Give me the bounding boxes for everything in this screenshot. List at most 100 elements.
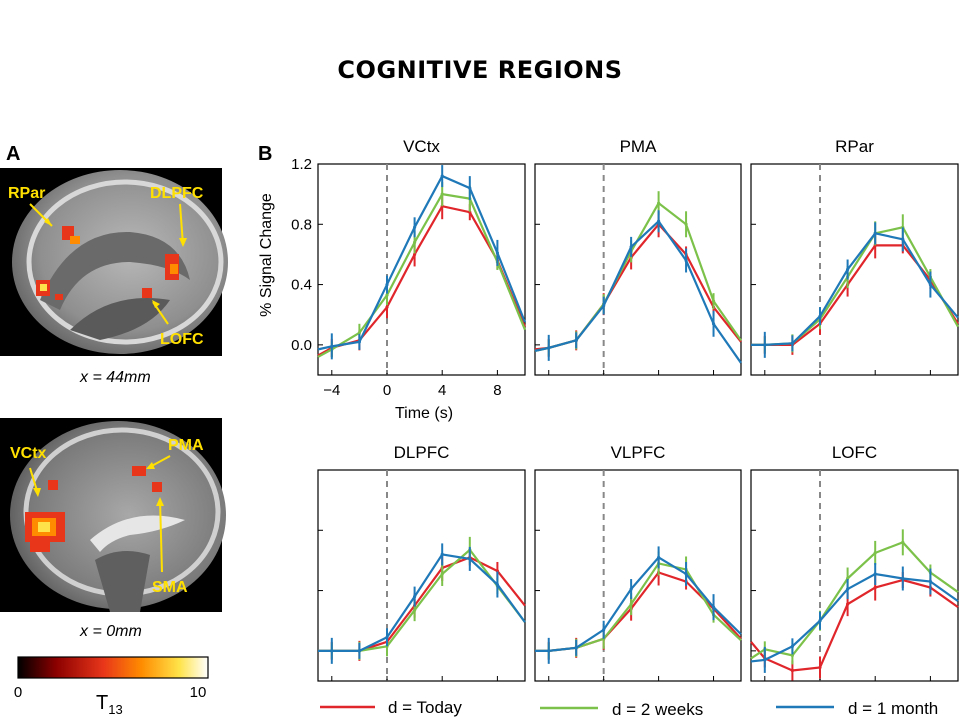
data-point bbox=[495, 251, 499, 255]
series-pma-1 bbox=[534, 191, 742, 356]
label-pma: PMA bbox=[168, 437, 204, 454]
label-dlpfc: DLPFC bbox=[150, 185, 204, 202]
series-rpar-1 bbox=[751, 214, 959, 353]
series-rpar-0 bbox=[751, 232, 959, 355]
data-point bbox=[763, 343, 767, 347]
series-vlpfc-2 bbox=[535, 546, 742, 664]
data-point bbox=[495, 582, 499, 587]
series-lofc-2 bbox=[750, 562, 959, 673]
series-line bbox=[535, 562, 742, 652]
x-tick-label: 0 bbox=[383, 382, 391, 399]
series-line bbox=[318, 548, 526, 652]
data-point bbox=[846, 267, 850, 272]
data-point bbox=[818, 314, 822, 318]
data-point bbox=[657, 555, 661, 560]
label-lofc: LOFC bbox=[160, 331, 204, 348]
data-point bbox=[385, 635, 389, 639]
data-point bbox=[574, 646, 578, 650]
data-point bbox=[711, 299, 716, 303]
data-point bbox=[385, 282, 389, 287]
panel-b-letter: B bbox=[258, 143, 272, 165]
y-tick-label: 0.0 bbox=[291, 337, 312, 354]
caption-top: x = 44mm bbox=[79, 369, 151, 386]
series-line bbox=[317, 174, 527, 351]
data-point bbox=[357, 340, 361, 344]
legend-label-today: d = Today bbox=[388, 698, 462, 717]
series-pma-2 bbox=[534, 210, 742, 364]
data-point bbox=[413, 252, 417, 257]
colorbar: 0 10 T13 bbox=[14, 656, 209, 717]
series-vctx-2 bbox=[317, 165, 527, 360]
data-point bbox=[873, 231, 877, 235]
data-point bbox=[440, 572, 444, 576]
series-line bbox=[535, 555, 742, 652]
series-dlpfc-2 bbox=[318, 543, 526, 664]
data-point bbox=[763, 658, 767, 662]
data-point bbox=[357, 331, 361, 335]
data-point bbox=[684, 222, 688, 226]
panel-vctx: VCtx −4 0 4 8 0.0 0.4 0.8 1.2 bbox=[291, 137, 527, 399]
series-line bbox=[534, 201, 742, 352]
series-vctx-1 bbox=[317, 182, 527, 358]
data-point bbox=[790, 341, 795, 345]
data-point bbox=[413, 225, 417, 229]
brain-top-annotations: RPar DLPFC LOFC bbox=[8, 185, 204, 348]
series-lofc-0 bbox=[750, 572, 959, 681]
data-point bbox=[547, 346, 551, 350]
brain-image-top bbox=[0, 168, 228, 356]
series-dlpfc-0 bbox=[318, 549, 526, 661]
x-tick-label: −4 bbox=[323, 382, 340, 399]
panel-lofc: LOFC bbox=[750, 443, 959, 682]
data-point bbox=[602, 628, 606, 632]
data-point bbox=[790, 653, 795, 657]
series-line bbox=[751, 226, 959, 346]
data-point bbox=[928, 282, 933, 287]
brain-image-bottom bbox=[0, 418, 226, 612]
x-tick-label: 4 bbox=[438, 382, 446, 399]
plot-frame-vlpfc bbox=[534, 469, 742, 682]
data-point bbox=[413, 595, 417, 599]
y-tick-label: 0.4 bbox=[291, 277, 312, 294]
series-rpar-2 bbox=[751, 222, 959, 358]
series-pma-0 bbox=[534, 211, 742, 357]
data-point bbox=[468, 557, 472, 561]
panel-rpar: RPar bbox=[750, 137, 959, 376]
label-sma: SMA bbox=[152, 579, 188, 596]
label-vctx: VCtx bbox=[10, 445, 47, 462]
panel-title-dlpfc: DLPFC bbox=[394, 443, 450, 462]
panel-a-letter: A bbox=[6, 143, 20, 165]
data-point bbox=[330, 649, 334, 653]
panel-vlpfc: VLPFC bbox=[534, 443, 742, 682]
data-point bbox=[846, 602, 850, 606]
data-point bbox=[873, 572, 877, 576]
panel-title-vlpfc: VLPFC bbox=[611, 443, 666, 462]
colorbar-min-label: 0 bbox=[14, 684, 22, 701]
panel-dlpfc: DLPFC bbox=[317, 443, 526, 682]
plot-frame-pma bbox=[534, 163, 742, 376]
data-point bbox=[657, 201, 661, 205]
data-point bbox=[928, 579, 933, 584]
data-point bbox=[547, 649, 551, 653]
brain-bottom-annotations: VCtx PMA SMA bbox=[10, 437, 204, 596]
data-point bbox=[901, 540, 905, 544]
data-point bbox=[574, 338, 578, 342]
data-point bbox=[873, 585, 877, 590]
colorbar-max-label: 10 bbox=[190, 684, 207, 701]
data-point bbox=[790, 668, 795, 673]
data-point bbox=[330, 344, 334, 348]
data-point bbox=[684, 258, 688, 263]
data-point bbox=[413, 240, 417, 244]
slide-title: COGNITIVE REGIONS bbox=[337, 56, 623, 84]
data-point bbox=[711, 605, 716, 609]
data-point bbox=[818, 665, 822, 670]
y-axis-label: % Signal Change bbox=[258, 193, 275, 317]
data-point bbox=[873, 551, 877, 555]
series-lofc-1 bbox=[750, 529, 959, 665]
legend: d = Today d = 2 weeks d = 1 month bbox=[320, 698, 938, 719]
x-axis-label: Time (s) bbox=[395, 405, 453, 422]
data-point bbox=[357, 649, 361, 653]
plot-frame-vctx bbox=[317, 163, 526, 376]
data-point bbox=[901, 576, 905, 581]
series-line bbox=[318, 556, 526, 652]
